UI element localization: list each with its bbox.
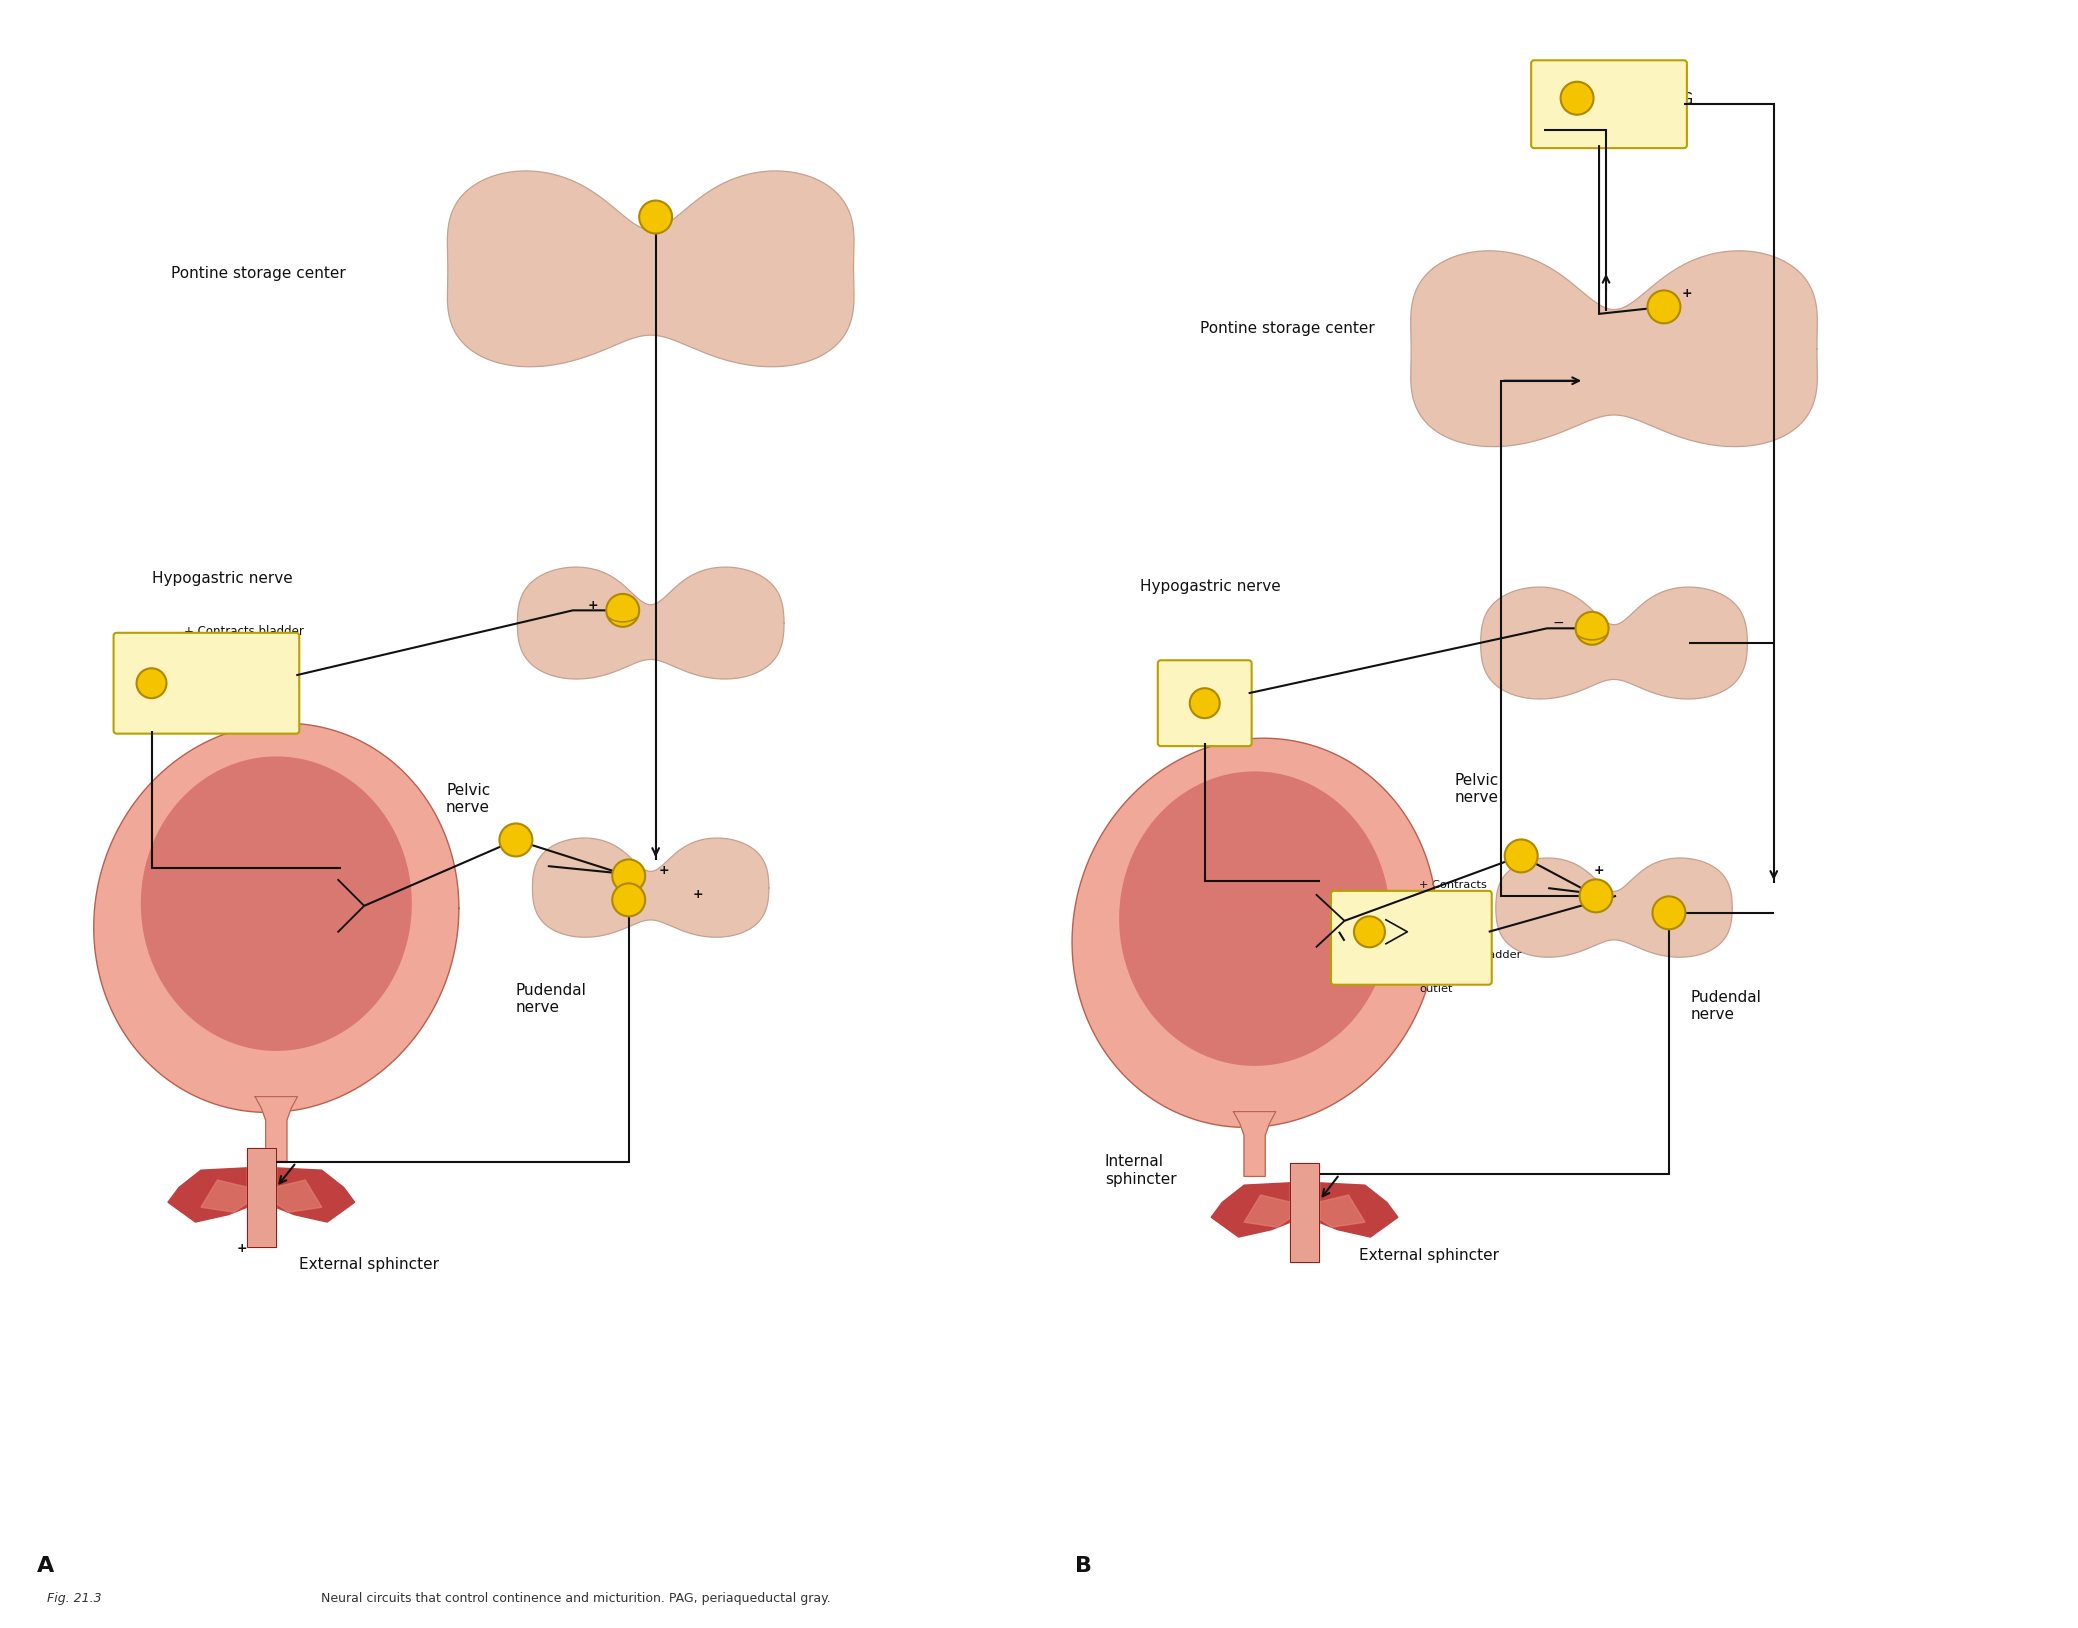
Circle shape	[1191, 689, 1220, 718]
Text: A: A	[37, 1556, 54, 1576]
Polygon shape	[1072, 737, 1438, 1128]
Circle shape	[137, 667, 166, 698]
Polygon shape	[517, 567, 783, 679]
Text: + Contracts bladder: + Contracts bladder	[185, 625, 303, 638]
Polygon shape	[532, 838, 769, 938]
Text: Hypogastric nerve: Hypogastric nerve	[1141, 580, 1280, 594]
Polygon shape	[1245, 1195, 1293, 1228]
Text: +: +	[1681, 287, 1691, 300]
Polygon shape	[1411, 251, 1818, 446]
FancyBboxPatch shape	[1157, 661, 1251, 746]
Polygon shape	[1315, 1182, 1398, 1237]
Polygon shape	[1290, 1162, 1320, 1262]
Polygon shape	[141, 757, 411, 1052]
Circle shape	[1561, 81, 1594, 114]
Text: Fig. 21.3: Fig. 21.3	[46, 1592, 102, 1605]
Text: External sphincter: External sphincter	[299, 1257, 438, 1271]
Polygon shape	[1211, 1182, 1293, 1237]
Text: Internal
sphincter: Internal sphincter	[1105, 1154, 1176, 1187]
Text: Urinary
bladder: Urinary bladder	[237, 902, 295, 934]
Circle shape	[499, 824, 532, 856]
Text: + Contracts: + Contracts	[1419, 879, 1488, 891]
Text: Pontine storage center: Pontine storage center	[172, 267, 347, 282]
Circle shape	[1504, 840, 1538, 873]
Text: External sphincter: External sphincter	[1359, 1249, 1500, 1263]
Circle shape	[640, 200, 671, 233]
Polygon shape	[272, 1167, 355, 1223]
Polygon shape	[202, 1180, 249, 1213]
Polygon shape	[256, 1097, 297, 1161]
Text: Pudendal
nerve: Pudendal nerve	[515, 983, 586, 1016]
FancyBboxPatch shape	[114, 633, 299, 734]
Circle shape	[1579, 879, 1613, 912]
Text: detrusor: detrusor	[1419, 917, 1467, 926]
Circle shape	[1648, 290, 1681, 324]
Text: +: +	[237, 1242, 247, 1255]
Polygon shape	[247, 1148, 276, 1247]
Circle shape	[613, 860, 644, 892]
Circle shape	[1652, 897, 1685, 930]
Text: − Inhibits bladder: − Inhibits bladder	[1419, 949, 1521, 961]
Polygon shape	[94, 723, 459, 1112]
Text: −: −	[1552, 617, 1565, 630]
Text: +: +	[588, 599, 598, 612]
Polygon shape	[1482, 588, 1748, 698]
Text: +: +	[1594, 864, 1604, 877]
FancyBboxPatch shape	[1332, 891, 1492, 985]
Polygon shape	[1317, 1195, 1365, 1228]
Text: B: B	[1074, 1556, 1091, 1576]
Text: Urinary
bladder: Urinary bladder	[1216, 917, 1274, 949]
Text: Neural circuits that control continence and micturition. PAG, periaqueductal gra: Neural circuits that control continence …	[322, 1592, 831, 1605]
Text: Pudendal
nerve: Pudendal nerve	[1691, 990, 1762, 1022]
Polygon shape	[1120, 772, 1390, 1066]
Polygon shape	[1234, 1112, 1276, 1177]
FancyBboxPatch shape	[1531, 60, 1687, 148]
Text: +: +	[659, 864, 669, 877]
Text: outlet: outlet	[185, 659, 218, 672]
Circle shape	[607, 594, 640, 627]
Polygon shape	[274, 1180, 322, 1213]
Text: Hypogastric nerve: Hypogastric nerve	[152, 571, 293, 586]
Circle shape	[1355, 917, 1384, 947]
Text: PAG: PAG	[1664, 91, 1694, 107]
Circle shape	[1575, 612, 1608, 645]
Text: Pelvic
nerve: Pelvic nerve	[1455, 773, 1498, 806]
Polygon shape	[168, 1167, 249, 1223]
Text: Pontine storage center: Pontine storage center	[1199, 321, 1374, 337]
Circle shape	[613, 884, 644, 917]
Text: +: +	[692, 887, 702, 900]
Text: − Inhibits detrusor: − Inhibits detrusor	[185, 702, 295, 715]
Text: Pelvic
nerve: Pelvic nerve	[447, 783, 490, 816]
Polygon shape	[447, 171, 854, 366]
Text: outlet: outlet	[1419, 983, 1453, 993]
Polygon shape	[1496, 858, 1733, 957]
